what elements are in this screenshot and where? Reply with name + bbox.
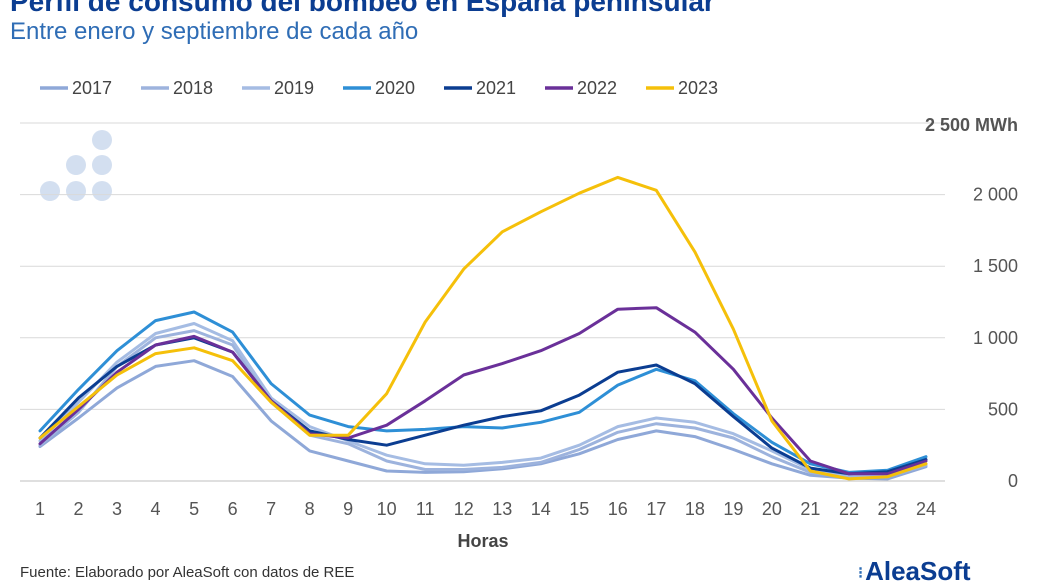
legend-label: 2021 xyxy=(476,78,516,98)
x-tick-label: 16 xyxy=(608,499,628,519)
legend-label: 2019 xyxy=(274,78,314,98)
legend-label: 2018 xyxy=(173,78,213,98)
x-tick-label: 24 xyxy=(916,499,936,519)
x-tick-label: 19 xyxy=(723,499,743,519)
series-line-2018 xyxy=(38,329,928,479)
x-tick-label: 7 xyxy=(266,499,276,519)
legend-label: 2017 xyxy=(72,78,112,98)
logo-dots-icon: ⁝ xyxy=(858,565,864,583)
x-tick-label: 10 xyxy=(377,499,397,519)
x-tick-label: 5 xyxy=(189,499,199,519)
series-line-2017 xyxy=(38,359,928,481)
x-axis-ticks: 1 2 3 4 5 6 7 8 9 10 11 12 13 14 15 16 17 18 19 20 21 22 23 24 xyxy=(35,499,936,519)
x-tick-label: 2 xyxy=(74,499,84,519)
decorative-dots-icon xyxy=(40,130,112,201)
y-tick-label: 500 xyxy=(988,399,1018,419)
x-tick-label: 20 xyxy=(762,499,782,519)
x-tick-label: 15 xyxy=(569,499,589,519)
legend-item-2019: 2019 xyxy=(242,78,314,98)
gridlines xyxy=(20,122,945,482)
x-tick-label: 4 xyxy=(151,499,161,519)
x-tick-label: 6 xyxy=(228,499,238,519)
y-axis-unit-label: 2 500 MWh xyxy=(925,115,1018,135)
series-lines xyxy=(38,175,928,481)
y-tick-label: 2 000 xyxy=(973,185,1018,205)
x-tick-label: 13 xyxy=(492,499,512,519)
legend-item-2018: 2018 xyxy=(141,78,213,98)
legend-item-2022: 2022 xyxy=(545,78,617,98)
x-tick-label: 1 xyxy=(35,499,45,519)
series-line-2022 xyxy=(38,306,928,476)
y-tick-label: 1 500 xyxy=(973,256,1018,276)
x-tick-label: 22 xyxy=(839,499,859,519)
y-axis-ticks: 0 500 1 000 1 500 2 000 xyxy=(973,185,1018,491)
series-line-2019 xyxy=(38,322,928,477)
x-axis-label: Horas xyxy=(457,531,508,551)
y-tick-label: 1 000 xyxy=(973,328,1018,348)
x-tick-label: 21 xyxy=(800,499,820,519)
series-line-2020 xyxy=(38,310,928,474)
x-tick-label: 11 xyxy=(416,499,435,519)
chart-subtitle: Entre enero y septiembre de cada año xyxy=(10,18,419,45)
x-tick-label: 3 xyxy=(112,499,122,519)
series-line-2023 xyxy=(38,175,928,481)
legend-item-2020: 2020 xyxy=(343,78,415,98)
legend-item-2017: 2017 xyxy=(40,78,112,98)
aleasoft-logo: ⁝AleaSoft xyxy=(858,556,971,587)
x-tick-label: 17 xyxy=(646,499,666,519)
legend-label: 2023 xyxy=(678,78,718,98)
legend-item-2021: 2021 xyxy=(444,78,516,98)
x-tick-label: 9 xyxy=(343,499,353,519)
x-tick-label: 23 xyxy=(877,499,897,519)
legend-label: 2022 xyxy=(577,78,617,98)
x-tick-label: 18 xyxy=(685,499,705,519)
x-tick-label: 8 xyxy=(305,499,315,519)
legend-label: 2020 xyxy=(375,78,415,98)
x-tick-label: 14 xyxy=(531,499,551,519)
source-note: Fuente: Elaborado por AleaSoft con datos… xyxy=(20,564,355,581)
y-tick-label: 0 xyxy=(1008,471,1018,491)
legend-item-2023: 2023 xyxy=(646,78,718,98)
logo-text: AleaSoft xyxy=(865,556,971,586)
chart-title: Perfil de consumo del bombeo en España p… xyxy=(10,0,715,17)
legend: 2017 2018 2019 2020 2021 2022 2023 xyxy=(40,78,718,98)
x-tick-label: 12 xyxy=(454,499,474,519)
